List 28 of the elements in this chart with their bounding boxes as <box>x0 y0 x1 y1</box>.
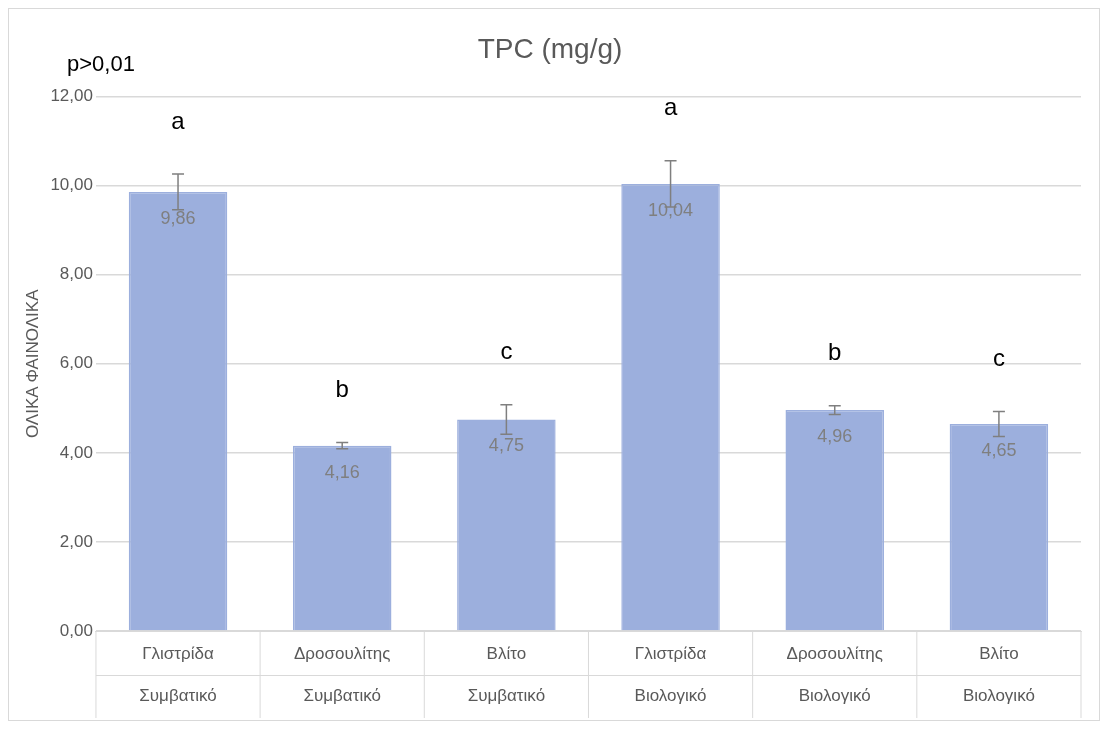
chart-title: TPC (mg/g) <box>477 32 623 64</box>
annotation: c <box>992 344 1005 372</box>
data-label: 4,16 <box>324 461 360 482</box>
annotation: b <box>828 338 842 366</box>
category-label: Γλιστρίδα Συμβατικό <box>139 643 217 706</box>
category-label: Δροσουλίτης Βιολογικό <box>786 643 883 706</box>
data-label: 9,86 <box>160 207 196 228</box>
y-tick-label: 6,00 <box>59 353 93 373</box>
annotation: b <box>335 375 349 403</box>
annotation: c <box>500 337 513 365</box>
annotation: a <box>663 93 678 121</box>
category-label: Γλιστρίδα Βιολογικό <box>634 643 707 706</box>
annotation: a <box>171 106 186 134</box>
data-label: 10,04 <box>648 199 694 220</box>
category-label: Βλίτο Συμβατικό <box>467 643 546 706</box>
y-tick-label: 10,00 <box>50 175 93 195</box>
y-tick-label: 4,00 <box>59 442 93 462</box>
text: p>0,01 <box>67 50 135 76</box>
y-tick-label: 8,00 <box>59 264 93 284</box>
data-label: 4,65 <box>981 439 1017 460</box>
y-tick-label: 12,00 <box>50 86 93 106</box>
category-label: Βλίτο Βιολογικό <box>962 643 1035 706</box>
y-axis-title: ΟΛΙΚΑ ΦΑΙΝΟΛΙΚΑ <box>22 288 42 439</box>
y-tick-label: 0,00 <box>59 620 93 640</box>
data-label: 4,75 <box>488 435 524 456</box>
data-label: 4,96 <box>817 426 853 447</box>
category-label: Δροσουλίτης Συμβατικό <box>294 643 391 706</box>
y-tick-label: 2,00 <box>59 531 93 551</box>
